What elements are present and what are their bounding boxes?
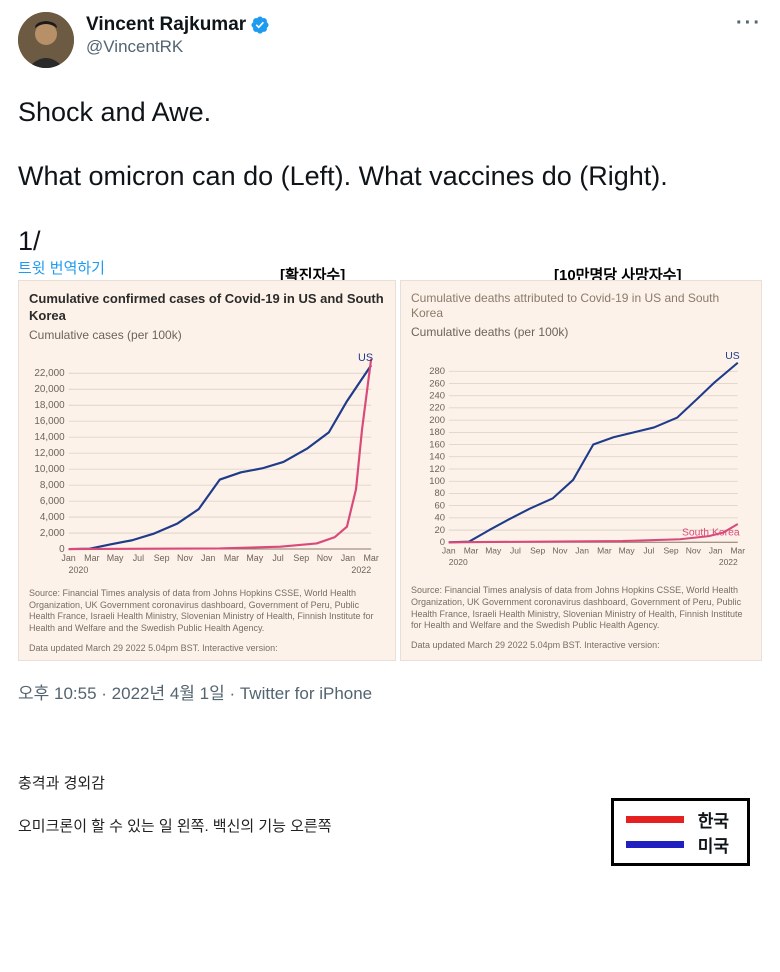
- chart-right: Cumulative deaths attributed to Covid-19…: [400, 280, 762, 661]
- svg-text:Jan: Jan: [61, 553, 75, 563]
- svg-text:2,000: 2,000: [40, 528, 65, 539]
- svg-text:Jul: Jul: [133, 553, 144, 563]
- user-block: Vincent Rajkumar @VincentRK: [86, 12, 724, 57]
- svg-text:May: May: [246, 553, 263, 563]
- display-name[interactable]: Vincent Rajkumar: [86, 14, 724, 36]
- chart-left-subtitle: Cumulative cases (per 100k): [29, 328, 385, 342]
- svg-text:80: 80: [435, 489, 446, 500]
- user-handle[interactable]: @VincentRK: [86, 37, 724, 57]
- svg-text:16,000: 16,000: [34, 416, 65, 427]
- svg-text:10,000: 10,000: [34, 464, 65, 475]
- tweet-text: Shock and Awe. What omicron can do (Left…: [18, 94, 762, 259]
- verified-badge-icon: [250, 15, 270, 35]
- svg-text:140: 140: [429, 452, 445, 463]
- svg-text:20,000: 20,000: [34, 384, 65, 395]
- svg-text:18,000: 18,000: [34, 400, 65, 411]
- legend-kr-swatch: [626, 816, 684, 823]
- svg-text:Jul: Jul: [272, 553, 283, 563]
- legend-kr-label: 한국: [698, 807, 729, 832]
- chart-left-updated: Data updated March 29 2022 5.04pm BST. I…: [29, 643, 385, 655]
- chart-right-updated: Data updated March 29 2022 5.04pm BST. I…: [411, 640, 751, 652]
- svg-text:US: US: [725, 351, 739, 362]
- tweet-source[interactable]: Twitter for iPhone: [240, 684, 372, 703]
- svg-text:14,000: 14,000: [34, 432, 65, 443]
- svg-text:2020: 2020: [69, 565, 89, 575]
- svg-text:240: 240: [429, 391, 445, 402]
- svg-text:Nov: Nov: [552, 546, 568, 556]
- svg-text:200: 200: [429, 415, 445, 426]
- sep2: ·: [225, 684, 240, 703]
- svg-text:4,000: 4,000: [40, 512, 65, 523]
- svg-text:160: 160: [429, 440, 445, 451]
- svg-text:280: 280: [429, 366, 445, 377]
- svg-text:Sep: Sep: [530, 546, 545, 556]
- chart-right-title: Cumulative deaths attributed to Covid-19…: [411, 291, 751, 321]
- svg-text:Jan: Jan: [709, 546, 723, 556]
- tweet-line-2: What omicron can do (Left). What vaccine…: [18, 158, 762, 194]
- chart-left: Cumulative confirmed cases of Covid-19 i…: [18, 280, 396, 661]
- chart-left-plot: 02,0004,0006,0008,00010,00012,00014,0001…: [29, 350, 385, 580]
- svg-text:2022: 2022: [719, 557, 738, 567]
- svg-text:22,000: 22,000: [34, 368, 65, 379]
- chart-left-title: Cumulative confirmed cases of Covid-19 i…: [29, 291, 385, 324]
- svg-text:2020: 2020: [449, 557, 468, 567]
- display-name-text: Vincent Rajkumar: [86, 14, 246, 36]
- svg-text:South Korea: South Korea: [682, 528, 740, 539]
- svg-text:Mar: Mar: [464, 546, 479, 556]
- legend-us: 미국: [626, 832, 729, 857]
- svg-text:220: 220: [429, 403, 445, 414]
- thread-indicator: 1/: [18, 223, 762, 259]
- legend-us-label: 미국: [698, 832, 729, 857]
- chart-right-subtitle: Cumulative deaths (per 100k): [411, 325, 751, 339]
- svg-text:Jul: Jul: [643, 546, 654, 556]
- tweet-line-1: Shock and Awe.: [18, 94, 762, 130]
- svg-text:Sep: Sep: [154, 553, 170, 563]
- svg-text:Jan: Jan: [442, 546, 456, 556]
- tweet-time[interactable]: 오후 10:55: [18, 684, 97, 703]
- svg-text:Jul: Jul: [510, 546, 521, 556]
- tweet-date[interactable]: 2022년 4월 1일: [112, 684, 225, 703]
- more-icon[interactable]: ···: [736, 12, 762, 35]
- tweet-meta: 오후 10:55 · 2022년 4월 1일 · Twitter for iPh…: [18, 679, 762, 704]
- svg-text:May: May: [485, 546, 502, 556]
- svg-text:260: 260: [429, 379, 445, 390]
- svg-text:May: May: [107, 553, 124, 563]
- svg-text:2022: 2022: [351, 565, 371, 575]
- svg-text:US: US: [358, 352, 373, 364]
- svg-text:Nov: Nov: [177, 553, 193, 563]
- svg-text:6,000: 6,000: [40, 496, 65, 507]
- svg-text:100: 100: [429, 476, 445, 487]
- tweet-header: Vincent Rajkumar @VincentRK ···: [18, 12, 762, 68]
- sep1: ·: [97, 684, 112, 703]
- chart-left-source: Source: Financial Times analysis of data…: [29, 588, 385, 635]
- svg-text:40: 40: [435, 513, 446, 524]
- svg-text:Mar: Mar: [730, 546, 745, 556]
- legend-us-swatch: [626, 841, 684, 848]
- svg-text:Nov: Nov: [686, 546, 702, 556]
- svg-text:Sep: Sep: [293, 553, 309, 563]
- svg-text:Jan: Jan: [341, 553, 355, 563]
- legend-box: 한국 미국: [611, 798, 750, 866]
- svg-text:Jan: Jan: [201, 553, 215, 563]
- avatar[interactable]: [18, 12, 74, 68]
- chart-right-plot: 020406080100120140160180200220240260280J…: [411, 347, 751, 577]
- svg-text:120: 120: [429, 464, 445, 475]
- translation-line-1: 충격과 경외감: [18, 772, 762, 793]
- svg-text:May: May: [619, 546, 636, 556]
- svg-text:180: 180: [429, 427, 445, 438]
- svg-text:Mar: Mar: [364, 553, 379, 563]
- svg-text:20: 20: [435, 525, 446, 536]
- svg-text:Sep: Sep: [664, 546, 679, 556]
- legend-kr: 한국: [626, 807, 729, 832]
- charts-row: Cumulative confirmed cases of Covid-19 i…: [18, 280, 762, 661]
- svg-text:12,000: 12,000: [34, 448, 65, 459]
- svg-text:Jan: Jan: [575, 546, 589, 556]
- svg-text:Nov: Nov: [317, 553, 333, 563]
- svg-text:60: 60: [435, 501, 446, 512]
- svg-text:8,000: 8,000: [40, 480, 65, 491]
- chart-right-source: Source: Financial Times analysis of data…: [411, 585, 751, 632]
- svg-text:Mar: Mar: [597, 546, 612, 556]
- svg-text:Mar: Mar: [84, 553, 99, 563]
- svg-text:Mar: Mar: [224, 553, 239, 563]
